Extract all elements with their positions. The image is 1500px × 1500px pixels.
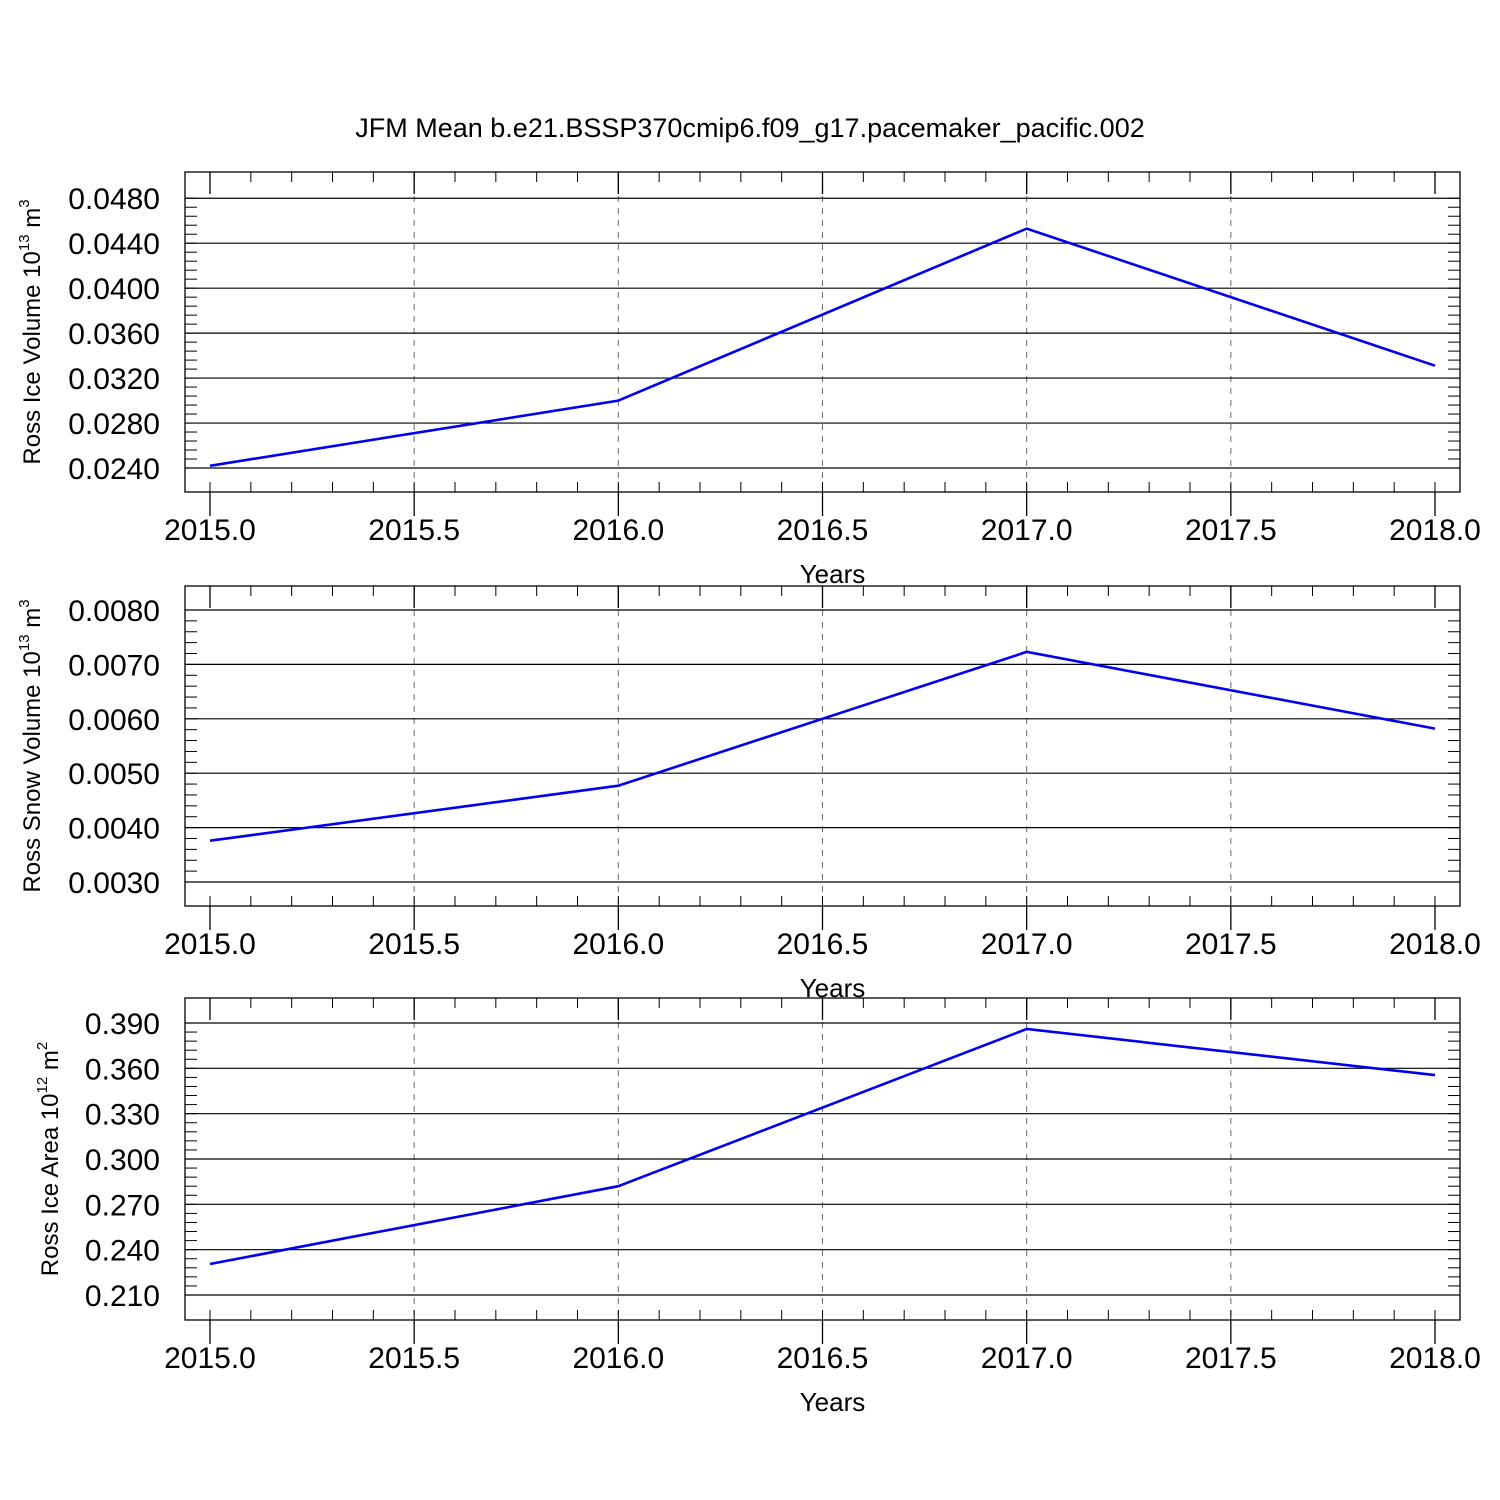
x-axis-title: Years (800, 559, 866, 589)
x-tick-label: 2017.0 (981, 928, 1073, 961)
y-tick-label: 0.0440 (68, 228, 160, 261)
y-tick-label: 0.0040 (68, 813, 160, 846)
y-tick-label: 0.210 (85, 1280, 160, 1313)
y-tick-label: 0.330 (85, 1099, 160, 1132)
y-tick-label: 0.0480 (68, 183, 160, 216)
panels: 2015.0 2015.5 2016.0 2016.5 2017.0 2017.5 2018… (16, 171, 1481, 1417)
chart-title: JFM Mean b.e21.BSSP370cmip6.f09_g17.pace… (355, 113, 1144, 143)
y-tick-label: 0.0320 (68, 363, 160, 396)
x-tick-label: 2018.0 (1389, 1342, 1481, 1375)
x-tick-label: 2015.5 (368, 1342, 460, 1375)
panel-3: 2015.0 2015.5 2016.0 2016.5 2017.0 2017.5 2018… (34, 997, 1481, 1417)
x-tick-label: 2017.5 (1185, 1342, 1277, 1375)
x-tick-label: 2015.0 (164, 1342, 256, 1375)
series-line (209, 1027, 1436, 1266)
x-tick-label: 2016.0 (572, 514, 664, 547)
x-tick-label: 2015.0 (164, 514, 256, 547)
x-tick-label: 2017.5 (1185, 928, 1277, 961)
x-tick-label: 2016.5 (777, 1342, 869, 1375)
x-tick-label: 2016.0 (572, 1342, 664, 1375)
y-axis-title: Ross Ice Volume 1013 m3 (16, 199, 46, 464)
x-tick-label: 2017.5 (1185, 514, 1277, 547)
x-axis-title: Years (800, 1387, 866, 1417)
x-tick-label: 2016.5 (777, 928, 869, 961)
x-tick-label: 2018.0 (1389, 514, 1481, 547)
y-axis-title: Ross Ice Area 1012 m2 (34, 1042, 64, 1276)
y-tick-label: 0.0050 (68, 758, 160, 791)
y-tick-label: 0.390 (85, 1008, 160, 1041)
series-line (209, 227, 1436, 468)
y-tick-label: 0.0080 (68, 595, 160, 628)
x-tick-label: 2015.5 (368, 928, 460, 961)
y-tick-label: 0.0360 (68, 318, 160, 351)
x-tick-label: 2016.0 (572, 928, 664, 961)
y-tick-label: 0.270 (85, 1189, 160, 1222)
y-tick-label: 0.0060 (68, 704, 160, 737)
y-tick-label: 0.0400 (68, 273, 160, 306)
y-tick-label: 0.0070 (68, 649, 160, 682)
x-tick-label: 2015.0 (164, 928, 256, 961)
panel-2: 2015.0 2015.5 2016.0 2016.5 2017.0 2017.5 2018… (16, 585, 1481, 1003)
y-axis-title: Ross Snow Volume 1013 m3 (16, 599, 46, 892)
panel-1: 2015.0 2015.5 2016.0 2016.5 2017.0 2017.5 2018… (16, 171, 1481, 589)
y-tick-label: 0.300 (85, 1144, 160, 1177)
x-tick-label: 2017.0 (981, 514, 1073, 547)
y-tick-label: 0.0280 (68, 408, 160, 441)
series-line (209, 650, 1436, 842)
y-tick-label: 0.360 (85, 1053, 160, 1086)
y-tick-label: 0.0240 (68, 453, 160, 486)
y-tick-label: 0.0030 (68, 867, 160, 900)
x-tick-label: 2017.0 (981, 1342, 1073, 1375)
x-tick-label: 2015.5 (368, 514, 460, 547)
x-tick-label: 2018.0 (1389, 928, 1481, 961)
y-tick-label: 0.240 (85, 1235, 160, 1268)
x-tick-label: 2016.5 (777, 514, 869, 547)
